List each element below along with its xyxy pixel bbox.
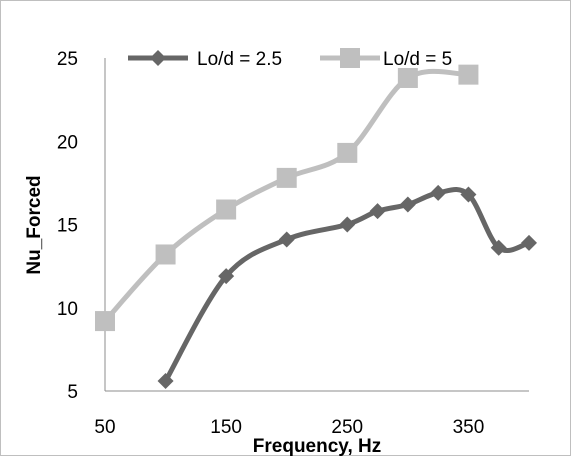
legend: Lo/d = 2.5 Lo/d = 5 xyxy=(128,48,452,70)
data-point xyxy=(339,216,356,233)
data-point xyxy=(218,268,235,285)
legend-marker xyxy=(150,50,166,66)
data-point xyxy=(157,373,174,390)
data-point xyxy=(430,184,447,201)
legend-label: Lo/d = 2.5 xyxy=(197,49,282,70)
x-tick-label: 150 xyxy=(210,417,242,438)
data-point xyxy=(278,231,295,248)
data-point xyxy=(490,239,507,256)
series-line xyxy=(102,68,471,324)
series-layer xyxy=(95,64,537,390)
series-lo-d-5 xyxy=(95,64,479,332)
data-point xyxy=(369,203,386,220)
data-point xyxy=(521,234,537,251)
data-point xyxy=(460,186,477,203)
y-tick-label: 15 xyxy=(57,216,78,237)
data-point xyxy=(399,196,416,213)
data-point xyxy=(397,67,418,88)
data-point xyxy=(458,64,479,85)
y-tick-label: 20 xyxy=(57,132,78,153)
x-tick-label: 50 xyxy=(94,417,115,438)
data-point xyxy=(216,199,237,220)
data-point xyxy=(95,311,115,332)
y-axis-title: Nu_Forced xyxy=(24,175,45,274)
data-point xyxy=(155,244,176,265)
x-tick-label: 250 xyxy=(331,417,363,438)
y-tick-label: 25 xyxy=(57,49,78,70)
legend-entry: Lo/d = 2.5 xyxy=(128,49,282,70)
legend-label: Lo/d = 5 xyxy=(383,49,452,70)
y-tick-label: 10 xyxy=(57,299,78,320)
legend-entry: Lo/d = 5 xyxy=(320,48,452,70)
axes xyxy=(104,58,529,392)
legend-marker xyxy=(340,48,360,68)
tick-labels: 50 150 250 350 5 10 15 20 25 xyxy=(57,49,484,438)
x-axis-title: Frequency, Hz xyxy=(253,436,381,456)
series-line xyxy=(163,187,532,384)
y-tick-label: 5 xyxy=(67,382,78,403)
data-point xyxy=(276,167,297,188)
series-lo-d-2-5 xyxy=(157,184,537,390)
x-tick-label: 350 xyxy=(453,417,485,438)
data-point xyxy=(337,142,358,163)
